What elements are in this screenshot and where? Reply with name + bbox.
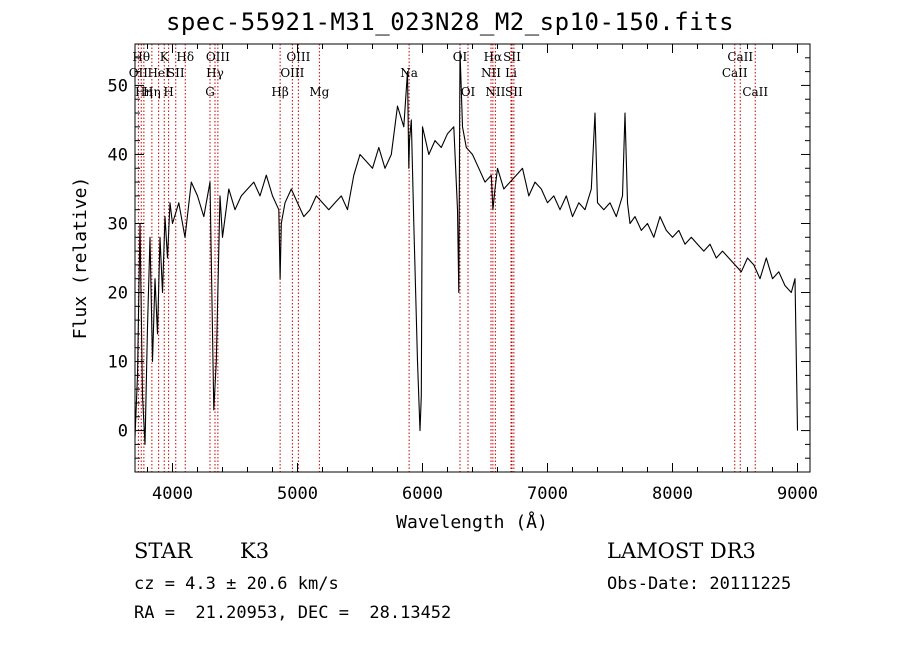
y-tick-label: 20 [108,284,128,304]
line-label: SII [505,85,523,99]
line-label: Hα [484,50,503,64]
y-tick-label: 50 [108,76,128,96]
object-class: STAR [134,539,193,563]
x-tick-label: 4000 [152,484,193,504]
y-tick-label: 0 [118,422,128,442]
line-label: Hδ [176,50,194,64]
coordinates: RA = 21.20953, DEC = 28.13452 [134,603,452,623]
line-label: OII [129,66,149,80]
emission-line-markers [137,44,756,472]
line-label: H [163,85,173,99]
line-label: CaII [727,50,753,64]
line-label: NII [485,85,505,99]
chart-title: spec-55921-M31_023N28_M2_sp10-150.fits [165,8,735,36]
line-label: CaII [742,85,768,99]
line-label: Hθ [132,50,150,64]
line-label: HeI [147,66,170,80]
line-label: CaII [722,66,748,80]
spectrum-line [134,50,799,445]
x-tick-label: 6000 [402,484,443,504]
line-label: SII [503,50,521,64]
y-axis-ticks: 0 10 20 30 40 50 [108,57,810,459]
y-tick-label: 10 [108,353,128,373]
line-label: OI [461,85,476,99]
x-tick-label: 5000 [277,484,318,504]
line-label: SII [167,66,185,80]
line-label: K [160,50,170,64]
x-axis-ticks: 4000 5000 6000 7000 8000 9000 [147,44,818,504]
redshift-cz: cz = 4.3 ± 20.6 km/s [134,574,339,594]
object-subclass: K3 [240,539,270,563]
line-label: OIII [286,50,310,64]
line-label: OIII [206,50,230,64]
line-label: Hβ [271,85,288,99]
survey-label: LAMOST DR3 [607,539,756,563]
observation-date: Obs-Date: 20111225 [607,574,792,594]
x-axis-label: Wavelength (Å) [396,511,548,533]
x-tick-label: 7000 [527,484,568,504]
line-label: OIII [280,66,304,80]
line-label: Hη [135,85,153,99]
line-label: NII [481,66,501,80]
y-tick-label: 40 [108,145,128,165]
line-label: Na [400,66,418,80]
spectrum-series [134,50,799,445]
line-label: OI [453,50,468,64]
line-label: Li [505,66,517,80]
line-label: Hη [143,85,161,99]
line-label: Mg [309,85,329,99]
line-label: Hγ [206,66,224,80]
y-tick-label: 30 [108,214,128,234]
x-tick-label: 9000 [777,484,818,504]
y-axis-label: Flux (relative) [70,177,91,340]
line-label: G [205,85,215,99]
plot-frame [134,43,811,473]
x-tick-label: 8000 [652,484,693,504]
